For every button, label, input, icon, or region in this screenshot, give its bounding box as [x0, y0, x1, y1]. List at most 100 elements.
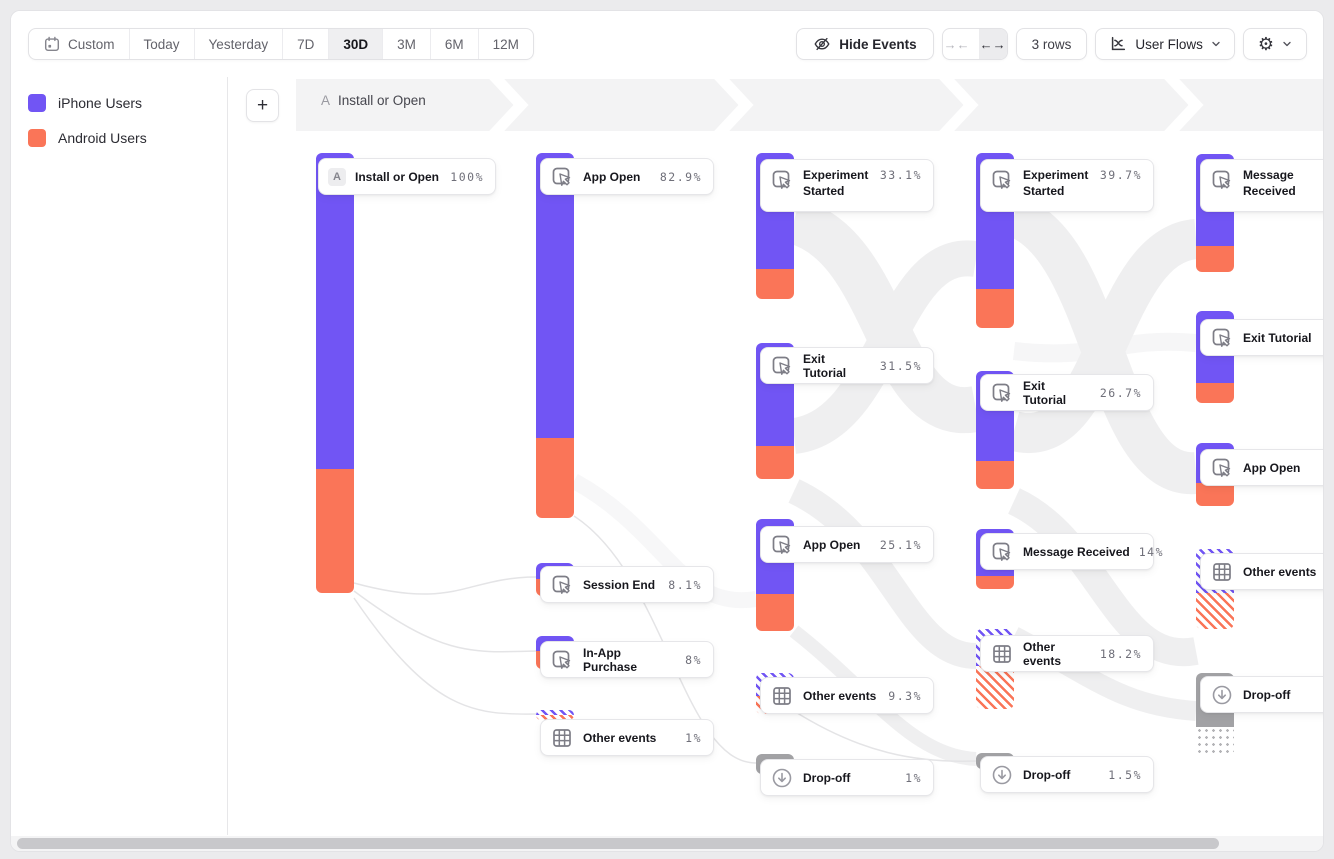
date-range-custom[interactable]: Custom [29, 29, 130, 59]
flow-node-card[interactable]: Exit Tutorial 31.5% [760, 347, 934, 384]
flow-node-value: 39.7% [1099, 168, 1142, 182]
flow-node-label: Exit Tutorial [803, 351, 847, 380]
flow-node-card[interactable]: Drop-off [1200, 676, 1323, 713]
path-step-band [296, 79, 1323, 131]
series-legend: iPhone Users Android Users [28, 94, 147, 164]
flow-node-value: 8% [685, 652, 702, 667]
flow-node-value: 33.1% [879, 168, 922, 182]
date-range-yesterday[interactable]: Yesterday [195, 29, 284, 59]
flow-node-value: 14% [1138, 544, 1165, 559]
bar-segment-android-hatched [976, 666, 1014, 709]
flow-node-card[interactable]: Exit Tutorial 26.7% [980, 374, 1154, 411]
bar-segment-android [756, 269, 794, 299]
flow-node-label: Experiment Started [803, 168, 869, 198]
drop-off-icon [770, 766, 794, 790]
bar-segment-iphone [536, 153, 574, 438]
hide-events-button[interactable]: Hide Events [796, 28, 934, 60]
user-flows-panel: Custom Today Yesterday 7D 30D 3M 6M 12M … [10, 10, 1324, 852]
hide-events-label: Hide Events [839, 36, 917, 52]
flow-node-label: Other events [803, 688, 877, 703]
flow-node-label: Drop-off [1023, 767, 1071, 782]
flow-node-bar[interactable] [316, 153, 354, 593]
date-range-label: 3M [397, 36, 416, 52]
flow-node-card[interactable]: Drop-off 1% [760, 759, 934, 796]
flow-node-bar[interactable] [536, 153, 574, 518]
expand-columns-button[interactable]: ←→ [978, 29, 1007, 59]
collapse-columns-button[interactable]: →← [943, 29, 971, 59]
event-click-icon [770, 168, 794, 192]
expand-icon: ←→ [979, 36, 1006, 52]
event-click-icon [770, 533, 794, 557]
flow-node-label: Experiment Started [1023, 168, 1089, 198]
path-step-1[interactable]: A Install or Open [321, 93, 426, 108]
horizontal-scrollbar-track[interactable] [11, 836, 1323, 851]
rows-button[interactable]: 3 rows [1015, 28, 1088, 60]
date-range-6m[interactable]: 6M [431, 29, 479, 59]
flow-node-card[interactable]: Message Received [1200, 159, 1323, 212]
legend-item-iphone[interactable]: iPhone Users [28, 94, 147, 112]
date-range-group: Custom Today Yesterday 7D 30D 3M 6M 12M [28, 28, 534, 60]
legend-label: Android Users [58, 130, 147, 146]
flow-node-value: 31.5% [879, 358, 922, 373]
flow-node-card[interactable]: Other events 1% [540, 719, 714, 756]
date-range-30d[interactable]: 30D [329, 29, 384, 59]
event-click-icon [1210, 168, 1234, 192]
legend-label: iPhone Users [58, 95, 143, 111]
flow-node-label: Exit Tutorial [1023, 378, 1067, 407]
settings-dropdown[interactable]: ⚙ [1242, 28, 1307, 60]
flow-node-card[interactable]: Other events 9.3% [760, 677, 934, 714]
flow-node-card[interactable]: App Open [1200, 449, 1323, 486]
user-flows-chart-icon [1112, 36, 1126, 51]
flow-node-card[interactable]: Session End 8.1% [540, 566, 714, 603]
flow-node-card[interactable]: App Open 25.1% [760, 526, 934, 563]
flow-node-card[interactable]: A Install or Open 100% [318, 158, 496, 195]
step-label: Install or Open [338, 93, 426, 108]
flow-node-value: 8.1% [668, 577, 702, 592]
flow-node-card[interactable]: Exit Tutorial [1200, 319, 1323, 356]
flow-node-label: App Open [583, 169, 641, 184]
date-range-12m[interactable]: 12M [479, 29, 533, 59]
flow-node-card[interactable]: Other events 18.2% [980, 635, 1154, 672]
event-click-icon [990, 168, 1014, 192]
flow-node-label: Other events [1243, 564, 1317, 579]
legend-item-android[interactable]: Android Users [28, 129, 147, 147]
bar-segment-android-hatched [1196, 593, 1234, 629]
step-a-badge: A [328, 167, 346, 186]
flow-node-card[interactable]: Message Received 14% [980, 533, 1162, 570]
flow-node-value: 1% [685, 730, 702, 745]
add-step-button[interactable]: + [246, 89, 279, 122]
collapse-icon: →← [943, 36, 970, 52]
collapse-expand-toggle: →← ←→ [941, 28, 1008, 60]
flow-node-bar[interactable] [536, 710, 574, 720]
horizontal-scrollbar-thumb[interactable] [17, 838, 1219, 849]
flow-node-value: 9.3% [888, 688, 922, 703]
flow-node-card[interactable]: App Open 82.9% [540, 158, 714, 195]
bar-segment-android [1196, 383, 1234, 403]
other-events-grid-icon [1210, 560, 1234, 584]
flow-node-card[interactable]: Other events [1200, 553, 1323, 590]
bar-segment-android [316, 469, 354, 593]
date-range-label: Yesterday [208, 36, 269, 52]
flow-node-label: Drop-off [803, 770, 851, 785]
bar-segment-android [976, 461, 1014, 489]
flow-node-card[interactable]: Experiment Started 39.7% [980, 159, 1154, 212]
date-range-today[interactable]: Today [130, 29, 195, 59]
bar-segment-iphone [316, 153, 354, 469]
toolbar: Custom Today Yesterday 7D 30D 3M 6M 12M … [11, 11, 1323, 76]
flow-node-value: 82.9% [659, 169, 702, 184]
date-range-7d[interactable]: 7D [283, 29, 330, 59]
date-range-label: 30D [343, 36, 369, 52]
date-range-3m[interactable]: 3M [383, 29, 431, 59]
flow-node-label: Install or Open [355, 169, 440, 184]
flow-node-card[interactable]: Experiment Started 33.1% [760, 159, 934, 212]
chevron-down-icon [1282, 41, 1292, 47]
flow-node-card[interactable]: Drop-off 1.5% [980, 756, 1154, 793]
drop-off-icon [1210, 683, 1234, 707]
flow-node-card[interactable]: In-App Purchase 8% [540, 641, 714, 678]
flow-node-label: Exit Tutorial [1243, 330, 1312, 345]
view-selector-dropdown[interactable]: User Flows [1095, 28, 1235, 60]
flow-node-value: 100% [450, 169, 484, 184]
flow-node-value: 26.7% [1099, 385, 1142, 400]
view-selector-label: User Flows [1135, 36, 1203, 52]
event-click-icon [770, 354, 794, 378]
